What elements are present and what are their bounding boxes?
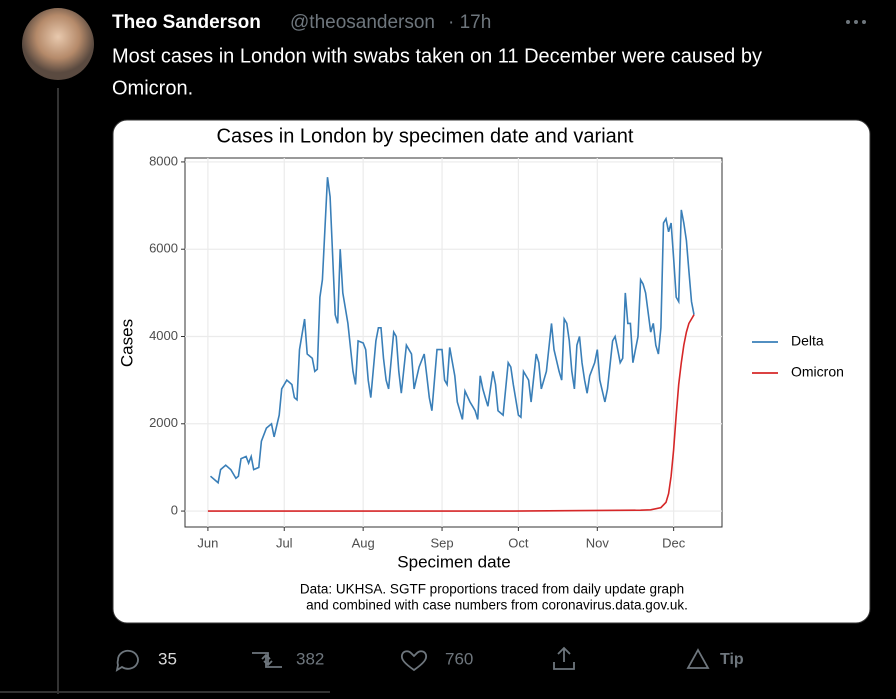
author-name[interactable]: Theo Sanderson — [112, 12, 261, 33]
share-button[interactable] — [553, 646, 575, 670]
reply-count: 35 — [158, 649, 177, 668]
retweet-button[interactable]: 382 — [252, 649, 324, 668]
x-tick-label: Sep — [430, 535, 453, 550]
series-line — [209, 177, 695, 485]
legend-label: Delta — [791, 333, 824, 349]
reply-button[interactable]: 35 — [115, 649, 177, 672]
avatar[interactable] — [22, 8, 94, 80]
series-line — [207, 314, 695, 512]
x-tick-label: Aug — [352, 535, 375, 550]
y-tick-label: 0 — [171, 503, 178, 518]
y-tick-label: 2000 — [149, 415, 178, 430]
x-tick-label: Oct — [508, 535, 529, 550]
y-tick-label: 6000 — [149, 241, 178, 256]
x-tick-label: Nov — [586, 535, 610, 550]
x-tick-label: Dec — [662, 535, 686, 550]
tip-label: Tip — [720, 651, 744, 668]
retweet-count: 382 — [296, 649, 324, 668]
like-button[interactable]: 760 — [400, 649, 474, 672]
legend-label: Omicron — [791, 364, 844, 380]
x-tick-label: Jul — [276, 535, 293, 550]
author-handle[interactable]: @theosanderson — [290, 12, 435, 33]
y-axis-title: Cases — [117, 319, 136, 367]
tweet-text: Most cases in London with swabs taken on… — [112, 45, 762, 67]
x-tick-label: Jun — [197, 535, 218, 550]
caption: Data: UKHSA. SGTF proportions traced fro… — [300, 582, 684, 597]
like-count: 760 — [445, 649, 473, 668]
y-tick-label: 8000 — [149, 153, 178, 168]
x-axis-title: Specimen date — [397, 552, 510, 571]
chart-title: Cases in London by specimen date and var… — [217, 125, 634, 147]
plot-panel — [184, 157, 723, 528]
tweet-text: Omicron. — [112, 77, 193, 99]
caption: and combined with case numbers from coro… — [306, 598, 688, 613]
more-menu[interactable] — [846, 20, 866, 24]
timestamp[interactable]: · 17h — [448, 12, 491, 33]
y-tick-label: 4000 — [149, 328, 178, 343]
tip-button[interactable]: Tip — [686, 648, 744, 669]
